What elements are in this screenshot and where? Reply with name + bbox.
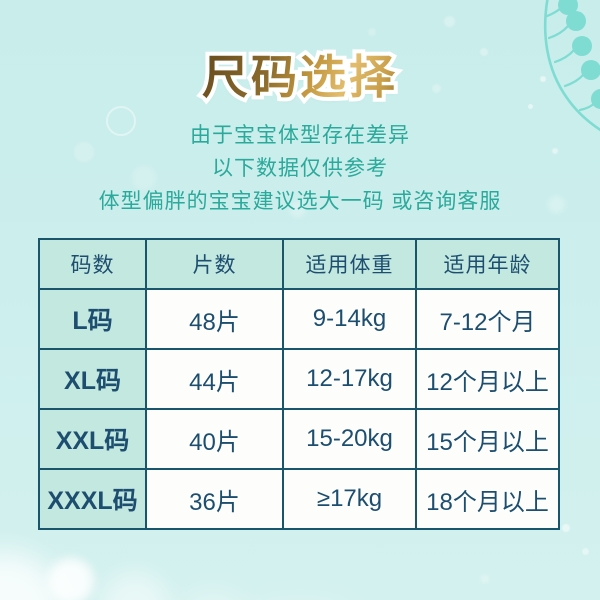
- age-cell: 12个月以上: [415, 348, 560, 410]
- berry-branch-icon: [543, 0, 600, 132]
- bubble: [0, 552, 65, 600]
- count-cell: 44片: [145, 348, 284, 410]
- size-cell: XXL码: [38, 408, 147, 470]
- count-cell: 40片: [145, 408, 284, 470]
- page-title-outline: 尺码选择: [0, 47, 600, 107]
- bubble: [178, 590, 248, 600]
- bubble: [562, 524, 570, 532]
- size-notes: 由于宝宝体型存在差异 以下数据仅供参考 体型偏胖的宝宝建议选大一码 或咨询客服: [0, 119, 600, 218]
- size-cell: L码: [38, 288, 147, 350]
- note-line: 体型偏胖的宝宝建议选大一码 或咨询客服: [98, 190, 502, 213]
- weight-cell: 9-14kg: [282, 288, 417, 350]
- weight-cell: 15-20kg: [282, 408, 417, 470]
- weight-cell: ≥17kg: [282, 468, 417, 530]
- header-cell-size: 码数: [38, 238, 147, 290]
- size-cell: XL码: [38, 348, 147, 410]
- size-chart-table: 码数 片数 适用体重 适用年龄 L码 48片 9-14kg 7-12个月 XL码…: [38, 238, 560, 530]
- table-row: XXL码 40片 15-20kg 15个月以上: [38, 408, 560, 470]
- bubble: [444, 16, 455, 27]
- table-header-row: 码数 片数 适用体重 适用年龄: [38, 238, 560, 290]
- weight-cell: 12-17kg: [282, 348, 417, 410]
- bubble: [368, 28, 376, 36]
- bubble: [100, 572, 170, 600]
- header-cell-age: 适用年龄: [415, 238, 560, 290]
- page-title: 尺码选择 尺码选择: [0, 47, 600, 107]
- note-line: 由于宝宝体型存在差异: [190, 124, 410, 147]
- note-line: 以下数据仅供参考: [212, 157, 388, 180]
- size-cell: XXXL码: [38, 468, 147, 530]
- age-cell: 18个月以上: [415, 468, 560, 530]
- bubble: [480, 574, 490, 584]
- age-cell: 7-12个月: [415, 288, 560, 350]
- age-cell: 15个月以上: [415, 408, 560, 470]
- table-row: L码 48片 9-14kg 7-12个月: [38, 288, 560, 350]
- table-row: XL码 44片 12-17kg 12个月以上: [38, 348, 560, 410]
- header-cell-weight: 适用体重: [282, 238, 417, 290]
- header-cell-count: 片数: [145, 238, 284, 290]
- table-row: XXXL码 36片 ≥17kg 18个月以上: [38, 468, 560, 530]
- bubble: [48, 558, 94, 600]
- bubble: [582, 548, 589, 555]
- page-title-text: 尺码选择: [202, 51, 398, 103]
- count-cell: 36片: [145, 468, 284, 530]
- count-cell: 48片: [145, 288, 284, 350]
